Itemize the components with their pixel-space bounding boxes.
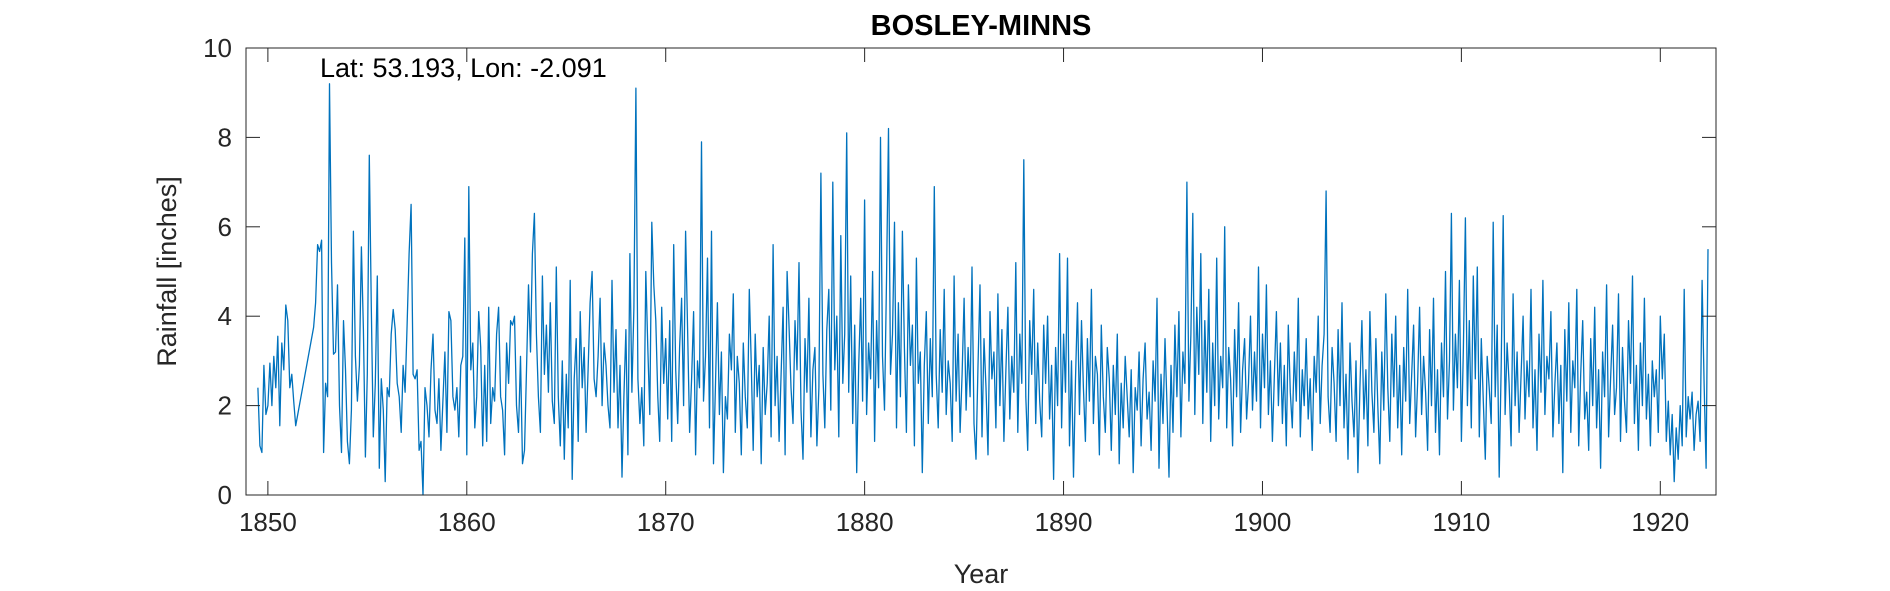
location-annotation: Lat: 53.193, Lon: -2.091 — [320, 53, 607, 83]
axes-box — [245, 47, 1717, 496]
x-tick-label: 1860 — [438, 507, 496, 537]
x-axis-label: Year — [954, 559, 1009, 589]
y-tick-label: 8 — [218, 122, 232, 152]
x-tick-label: 1910 — [1432, 507, 1490, 537]
y-tick-label: 0 — [218, 480, 232, 510]
y-tick-label: 4 — [218, 301, 232, 331]
y-axis-label: Rainfall [inches] — [152, 176, 182, 367]
x-tick-label: 1880 — [836, 507, 894, 537]
x-tick-label: 1890 — [1035, 507, 1093, 537]
y-tick-label: 2 — [218, 391, 232, 421]
chart-title: BOSLEY-MINNS — [871, 10, 1092, 42]
rainfall-series-line — [257, 83, 1709, 496]
y-tick-label: 6 — [218, 212, 232, 242]
x-tick-label: 1920 — [1631, 507, 1689, 537]
x-tick-label: 1870 — [637, 507, 695, 537]
x-tick-label: 1850 — [239, 507, 297, 537]
x-tick-label: 1900 — [1234, 507, 1292, 537]
plot-area: 1850 1860 1870 1880 1890 1900 1910 1920 0 2 4 6 8 10 — [203, 33, 1717, 537]
y-tick-label: 10 — [203, 33, 232, 63]
